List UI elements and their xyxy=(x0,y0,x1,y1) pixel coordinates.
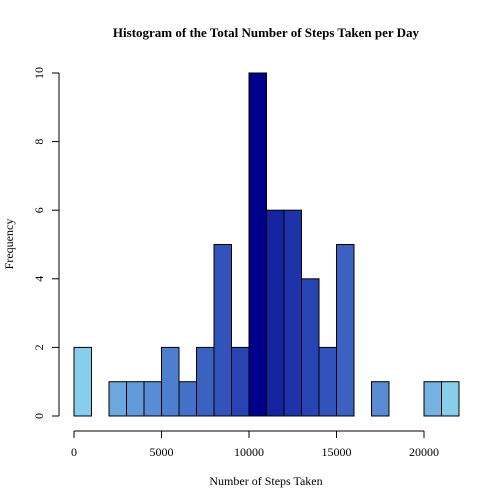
histogram-bar-15 xyxy=(336,244,355,417)
histogram-bar-12 xyxy=(283,209,302,417)
y-tick-label: 6 xyxy=(32,207,46,213)
y-tick-label: 8 xyxy=(32,139,46,145)
histogram-bar-7 xyxy=(196,346,215,417)
x-axis: 0 5000 10000 15000 20000 xyxy=(71,430,439,459)
x-tick-label: 15000 xyxy=(322,445,352,459)
y-axis: 0 2 4 6 8 10 xyxy=(32,67,60,419)
histogram-bar-11 xyxy=(266,209,285,417)
y-tick-label: 4 xyxy=(32,276,46,282)
y-axis-label: Frequency xyxy=(2,219,16,270)
chart-title: Histogram of the Total Number of Steps T… xyxy=(113,25,420,40)
histogram-bar-4 xyxy=(143,381,162,417)
x-tick-label: 5000 xyxy=(150,445,174,459)
histogram-bar-2 xyxy=(108,381,127,417)
y-tick-label: 2 xyxy=(32,344,46,350)
histogram-bar-9 xyxy=(231,346,250,417)
histogram-bar-17 xyxy=(371,381,390,417)
x-tick-label: 20000 xyxy=(409,445,439,459)
histogram-bar-20 xyxy=(423,381,442,417)
y-tick-label: 0 xyxy=(32,413,46,419)
x-axis-label: Number of Steps Taken xyxy=(209,474,322,488)
histogram-bar-0 xyxy=(73,346,92,417)
x-tick-label: 0 xyxy=(71,445,77,459)
histogram-bar-8 xyxy=(213,244,232,417)
histogram-bar-21 xyxy=(441,381,460,417)
histogram-bar-5 xyxy=(161,346,180,417)
histogram-bar-3 xyxy=(126,381,145,417)
y-tick-label: 10 xyxy=(32,67,46,79)
bars-group xyxy=(73,72,460,417)
histogram-bar-10 xyxy=(248,72,267,417)
histogram-bar-14 xyxy=(318,346,337,417)
histogram-bar-6 xyxy=(178,381,197,417)
x-tick-label: 10000 xyxy=(234,445,264,459)
histogram-bar-13 xyxy=(301,278,320,417)
